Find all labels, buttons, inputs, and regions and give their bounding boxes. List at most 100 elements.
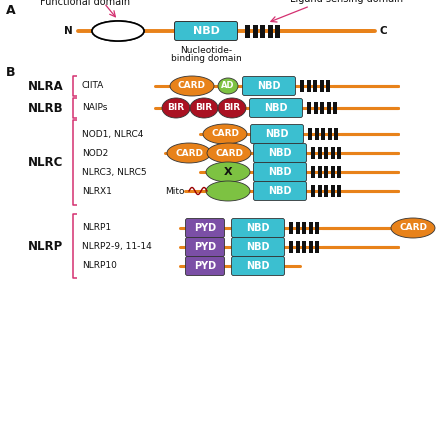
FancyBboxPatch shape: [232, 218, 284, 237]
Ellipse shape: [170, 76, 214, 96]
Bar: [302, 241, 306, 253]
Text: NLRB: NLRB: [28, 101, 64, 114]
Text: CARD: CARD: [399, 223, 427, 232]
Bar: [315, 222, 319, 234]
Ellipse shape: [162, 98, 190, 118]
Ellipse shape: [167, 143, 211, 163]
Text: B: B: [6, 66, 15, 79]
Bar: [295, 241, 299, 253]
Ellipse shape: [190, 98, 218, 118]
Bar: [295, 222, 299, 234]
Ellipse shape: [92, 21, 144, 41]
Bar: [337, 147, 341, 159]
Text: NBD: NBD: [246, 261, 270, 271]
Text: CARD: CARD: [215, 148, 243, 157]
Text: NLRP10: NLRP10: [82, 262, 117, 271]
Bar: [318, 185, 321, 197]
Bar: [253, 25, 258, 37]
Bar: [326, 80, 330, 92]
Text: BIR: BIR: [224, 103, 240, 112]
Bar: [333, 102, 337, 114]
Bar: [315, 241, 319, 253]
Text: NBD: NBD: [246, 242, 270, 252]
Text: NOD2: NOD2: [82, 148, 108, 157]
Bar: [324, 166, 328, 178]
Text: X: X: [224, 167, 232, 177]
Text: PYD: PYD: [194, 223, 216, 233]
Ellipse shape: [206, 162, 250, 182]
Bar: [321, 128, 325, 140]
FancyBboxPatch shape: [254, 143, 306, 162]
Bar: [245, 25, 250, 37]
Bar: [275, 25, 280, 37]
Bar: [308, 128, 312, 140]
Bar: [289, 241, 293, 253]
Bar: [330, 185, 335, 197]
FancyBboxPatch shape: [250, 125, 303, 143]
Text: PYD: PYD: [194, 242, 216, 252]
Text: NBD: NBD: [268, 148, 292, 158]
Text: NLRX1: NLRX1: [82, 187, 112, 195]
Ellipse shape: [218, 98, 246, 118]
Text: Mito: Mito: [165, 187, 184, 195]
Text: Nucleotide-: Nucleotide-: [180, 46, 232, 55]
Text: NBD: NBD: [265, 129, 289, 139]
Text: NBD: NBD: [264, 103, 288, 113]
Bar: [302, 222, 306, 234]
FancyBboxPatch shape: [186, 218, 224, 237]
Ellipse shape: [391, 218, 435, 238]
Bar: [319, 80, 324, 92]
Bar: [337, 166, 341, 178]
Text: AD: AD: [221, 81, 235, 90]
Bar: [307, 102, 311, 114]
Bar: [289, 222, 293, 234]
Text: NBD: NBD: [193, 26, 220, 36]
Bar: [324, 147, 328, 159]
FancyBboxPatch shape: [232, 237, 284, 257]
FancyBboxPatch shape: [186, 257, 224, 276]
FancyBboxPatch shape: [243, 76, 295, 95]
Text: A: A: [6, 4, 15, 17]
Text: C: C: [379, 26, 387, 36]
Text: NBD: NBD: [268, 186, 292, 196]
Bar: [328, 128, 332, 140]
Bar: [314, 102, 318, 114]
Text: BIR: BIR: [195, 103, 213, 112]
Text: NOD1, NLRC4: NOD1, NLRC4: [82, 129, 143, 139]
FancyBboxPatch shape: [232, 257, 284, 276]
Bar: [318, 147, 321, 159]
Bar: [313, 80, 317, 92]
Ellipse shape: [206, 181, 250, 201]
Bar: [300, 80, 304, 92]
Text: NAIPs: NAIPs: [82, 103, 107, 112]
Text: NBD: NBD: [268, 167, 292, 177]
Text: NBD: NBD: [257, 81, 281, 91]
Text: Functional domain: Functional domain: [40, 0, 130, 7]
Text: CARD: CARD: [175, 148, 203, 157]
Text: NLRP2-9, 11-14: NLRP2-9, 11-14: [82, 243, 152, 251]
FancyBboxPatch shape: [254, 181, 306, 201]
Bar: [311, 185, 315, 197]
Bar: [260, 25, 265, 37]
Bar: [318, 166, 321, 178]
Ellipse shape: [218, 78, 238, 94]
FancyBboxPatch shape: [250, 98, 303, 117]
Bar: [320, 102, 324, 114]
Text: NLRA: NLRA: [28, 80, 64, 92]
Bar: [309, 241, 313, 253]
FancyBboxPatch shape: [254, 162, 306, 181]
Bar: [306, 80, 310, 92]
Bar: [330, 147, 335, 159]
Ellipse shape: [203, 124, 247, 144]
Text: BIR: BIR: [168, 103, 185, 112]
Bar: [314, 128, 318, 140]
FancyBboxPatch shape: [186, 237, 224, 257]
Text: NLRP: NLRP: [28, 240, 63, 254]
FancyBboxPatch shape: [175, 22, 238, 41]
Bar: [330, 166, 335, 178]
Bar: [324, 185, 328, 197]
Text: NLRC: NLRC: [28, 156, 64, 169]
Text: NLRC3, NLRC5: NLRC3, NLRC5: [82, 167, 146, 176]
Text: Ligand sensing domain: Ligand sensing domain: [290, 0, 403, 4]
Bar: [326, 102, 330, 114]
